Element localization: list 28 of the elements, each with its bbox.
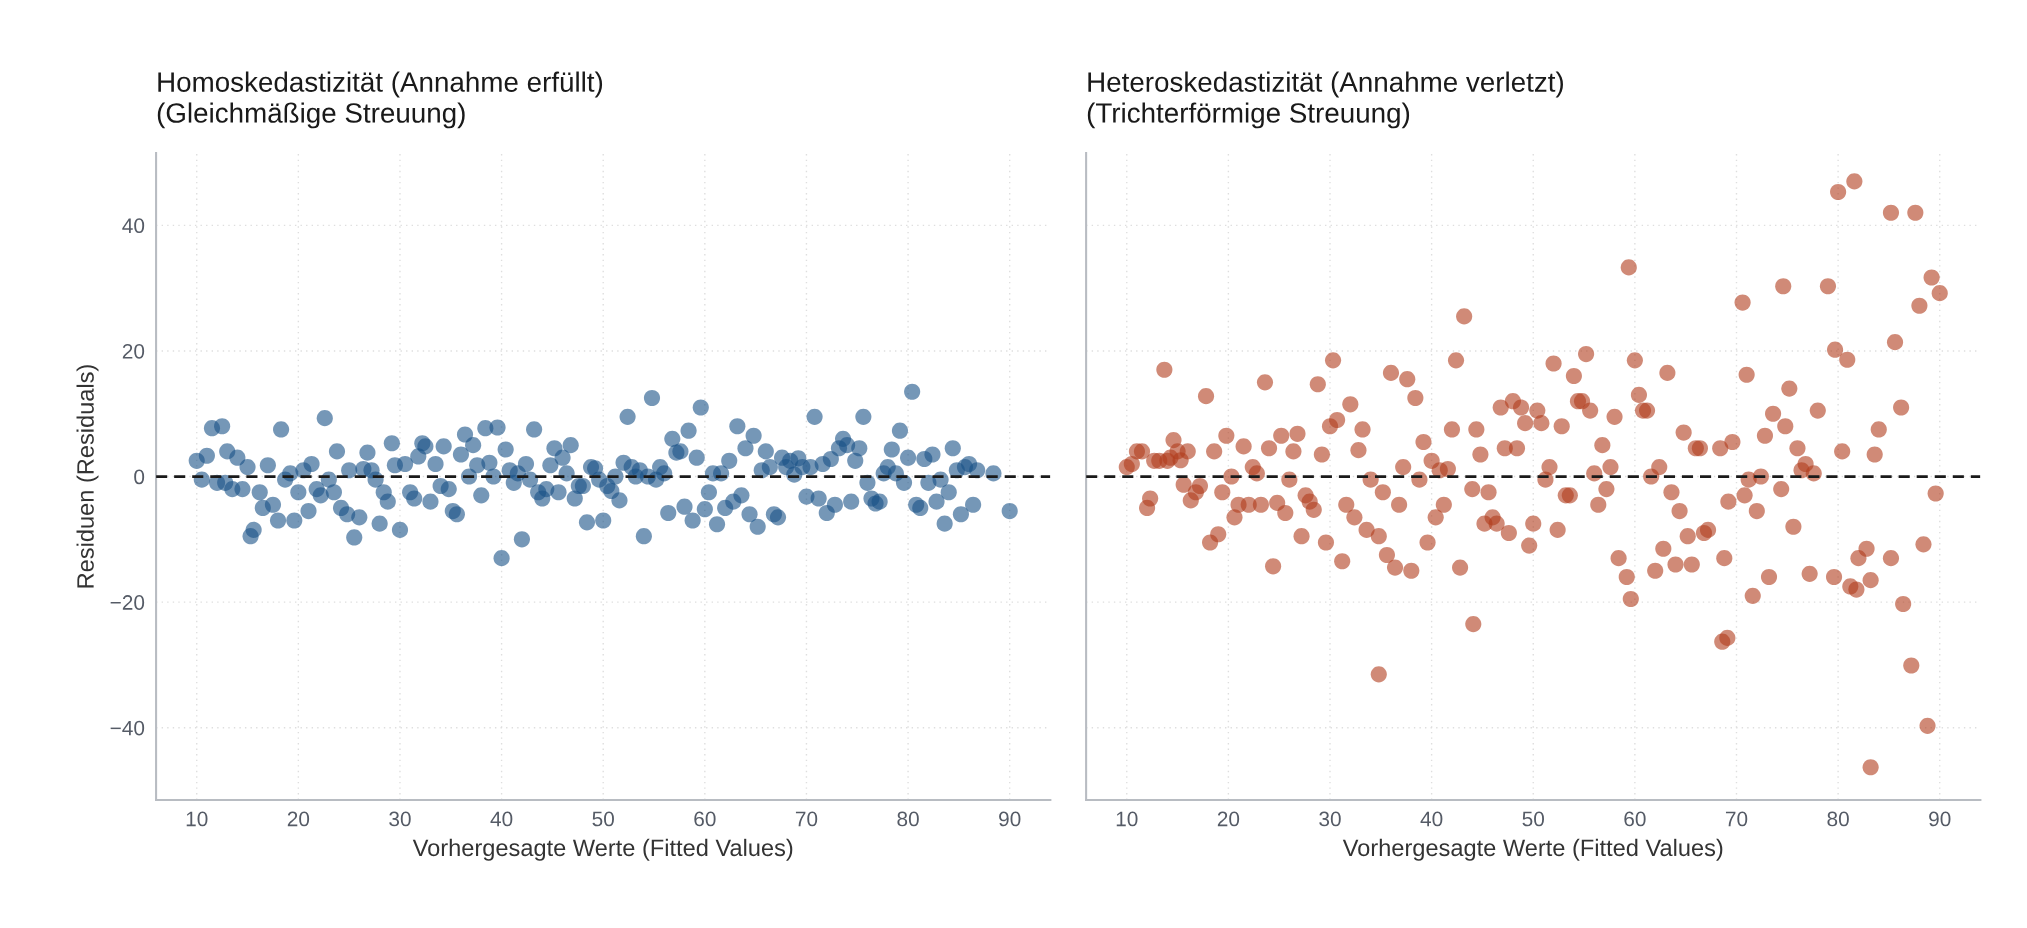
x-tick-label: 80 <box>1827 811 1849 827</box>
x-tick-label: 80 <box>897 811 919 827</box>
y-tick-label: −40 <box>110 720 145 736</box>
x-tick-label: 60 <box>694 811 716 827</box>
y-tick-label: 0 <box>134 469 145 485</box>
x-tick-label: 50 <box>1522 811 1545 827</box>
x-tick-label: 90 <box>999 811 1021 827</box>
x-tick-label: 20 <box>1217 811 1240 827</box>
y-tick-label: 20 <box>122 343 145 359</box>
x-axis-title: Vorhergesagte Werte (Fitted Values) <box>1342 838 1723 861</box>
x-axis-title: Vorhergesagte Werte (Fitted Values) <box>412 838 793 861</box>
y-axis-title: Residuen (Residuals) <box>76 365 99 588</box>
chart-title: Homoskedastizität (Annahme erfüllt) (Gleichmäßige Streuung) <box>157 71 603 129</box>
x-tick-label: 50 <box>592 811 614 827</box>
x-tick-label: 40 <box>490 811 513 827</box>
x-tick-label: 70 <box>1725 811 1748 827</box>
x-tick-label: 10 <box>1116 811 1138 827</box>
chart-title: Heteroskedastizität (Annahme verletzt) (Trichterförmige Streuung) <box>1087 71 1563 129</box>
x-tick-label: 40 <box>1420 811 1443 827</box>
y-tick-label: −20 <box>110 595 145 610</box>
y-tick-label: 40 <box>122 218 145 234</box>
x-tick-label: 30 <box>1319 811 1341 827</box>
x-tick-label: 60 <box>1624 811 1646 827</box>
x-tick-label: 30 <box>389 811 411 827</box>
x-tick-label: 20 <box>287 811 310 827</box>
x-tick-label: 10 <box>186 811 208 827</box>
x-tick-label: 90 <box>1929 811 1951 827</box>
x-tick-label: 70 <box>795 811 818 827</box>
